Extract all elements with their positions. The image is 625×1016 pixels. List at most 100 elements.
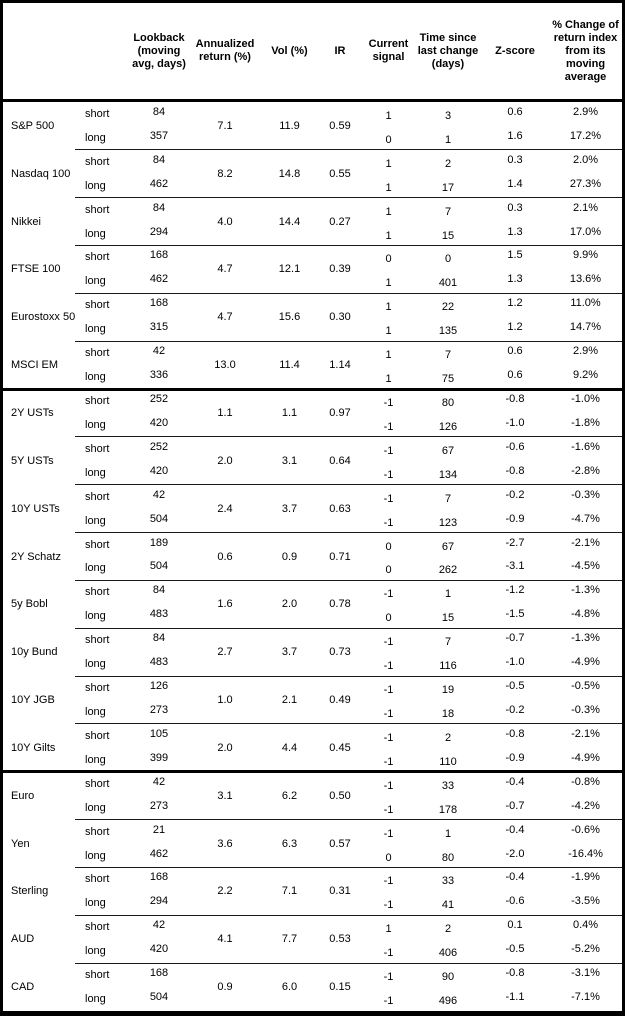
asset-name: 10Y USTs bbox=[11, 502, 60, 515]
leg-label-long: long bbox=[85, 131, 106, 144]
pct-change-values: -2.1% -4.9% bbox=[549, 724, 622, 772]
asset-group-row: S&P 500 short long 84 357 7.1 11.9 0.59 … bbox=[3, 102, 622, 150]
pct-long-value: -3.5% bbox=[571, 895, 600, 908]
z-short-value: -0.6 bbox=[505, 440, 525, 453]
current-signal-values: -1 -1 bbox=[362, 724, 415, 772]
annualized-return-value: 4.0 bbox=[217, 215, 233, 228]
vol-value: 6.0 bbox=[281, 981, 298, 994]
leg-label-long: long bbox=[85, 849, 106, 862]
leg-label-short: short bbox=[85, 969, 110, 982]
current-signal-values: -1 -1 bbox=[362, 963, 415, 1011]
lookback-short-value: 168 bbox=[149, 871, 169, 884]
current-signal-values: -1 0 bbox=[362, 820, 415, 868]
leg-labels: short long bbox=[81, 676, 129, 724]
time-long-value: 496 bbox=[438, 995, 458, 1008]
lookback-values: 42 336 bbox=[129, 341, 189, 389]
leg-labels: short long bbox=[81, 389, 129, 437]
pct-change-values: 9.9% 13.6% bbox=[549, 246, 622, 294]
leg-label-long: long bbox=[85, 897, 106, 910]
z-score-values: -0.4 -0.7 bbox=[481, 772, 549, 820]
current-signal-values: 1 0 bbox=[362, 102, 415, 150]
annualized-return-value: 3.6 bbox=[217, 837, 233, 850]
vol-value: 11.9 bbox=[279, 119, 300, 132]
z-long-value: -3.1 bbox=[505, 560, 525, 573]
time-short-value: 0 bbox=[444, 253, 452, 266]
leg-label-short: short bbox=[85, 347, 110, 360]
leg-label-long: long bbox=[85, 275, 106, 288]
asset-group-row: FTSE 100 short long 168 462 4.7 12.1 0.3… bbox=[3, 245, 622, 294]
time-since-change-values: 7 75 bbox=[415, 341, 481, 389]
pct-short-value: -1.3% bbox=[571, 584, 600, 597]
asset-name: FTSE 100 bbox=[11, 263, 61, 276]
leg-label-short: short bbox=[85, 777, 110, 790]
annualized-return-value: 1.0 bbox=[217, 694, 233, 707]
leg-label-short: short bbox=[85, 873, 110, 886]
z-short-value: 0.3 bbox=[507, 153, 523, 166]
annualized-return-value: 1.6 bbox=[217, 598, 233, 611]
annualized-return-value: 4.7 bbox=[217, 311, 233, 324]
pct-change-values: 11.0% 14.7% bbox=[549, 293, 622, 341]
asset-name: CAD bbox=[11, 981, 35, 994]
z-short-value: -0.5 bbox=[505, 680, 525, 693]
z-short-value: -1.2 bbox=[505, 584, 525, 597]
asset-group-row: Eurostoxx 50 short long 168 315 4.7 15.6… bbox=[3, 292, 622, 341]
pct-short-value: 2.9% bbox=[572, 345, 599, 358]
ir-value: 0.49 bbox=[329, 694, 351, 707]
col-header-annualized-return: Annualized return (%) bbox=[195, 38, 255, 63]
pct-long-value: 17.0% bbox=[569, 225, 602, 238]
leg-labels: short long bbox=[81, 628, 129, 676]
asset-group-row: 10Y USTs short long 42 504 2.4 3.7 0.63 … bbox=[3, 484, 622, 533]
leg-labels: short long bbox=[81, 533, 129, 581]
ir-value: 0.30 bbox=[329, 311, 351, 324]
time-since-change-values: 33 178 bbox=[415, 772, 481, 820]
lookback-long-value: 420 bbox=[149, 464, 169, 477]
signal-long-value: -1 bbox=[383, 755, 394, 768]
signal-short-value: 1 bbox=[385, 301, 392, 314]
pct-long-value: -4.5% bbox=[571, 560, 600, 573]
leg-label-long: long bbox=[85, 945, 106, 958]
lookback-long-value: 462 bbox=[149, 847, 169, 860]
signal-long-value: 0 bbox=[385, 612, 392, 625]
leg-labels: short long bbox=[81, 963, 129, 1011]
signal-short-value: -1 bbox=[383, 492, 394, 505]
time-short-value: 33 bbox=[441, 875, 455, 888]
asset-group-row: 10Y JGB short long 126 273 1.0 2.1 0.49 … bbox=[3, 675, 622, 724]
asset-group-row: CAD short long 168 504 0.9 6.0 0.15 -1 -… bbox=[3, 962, 622, 1011]
annualized-return-value: 2.7 bbox=[217, 646, 233, 659]
current-signal-values: -1 -1 bbox=[362, 868, 415, 916]
vol-value: 3.1 bbox=[281, 454, 298, 467]
lookback-values: 252 420 bbox=[129, 437, 189, 485]
time-short-value: 67 bbox=[441, 540, 455, 553]
signal-short-value: 0 bbox=[385, 540, 392, 553]
pct-long-value: -2.8% bbox=[571, 464, 600, 477]
asset-group-row: Nikkei short long 84 294 4.0 14.4 0.27 1… bbox=[3, 197, 622, 246]
z-long-value: -0.8 bbox=[505, 464, 525, 477]
z-score-values: -0.4 -2.0 bbox=[481, 820, 549, 868]
ir-value: 0.31 bbox=[329, 885, 351, 898]
asset-group-row: 10Y Gilts short long 105 399 2.0 4.4 0.4… bbox=[3, 723, 622, 772]
vol-value: 12.1 bbox=[278, 263, 301, 276]
ir-value: 0.78 bbox=[329, 598, 351, 611]
table-header-row: Lookback (moving avg, days) Annualized r… bbox=[3, 3, 622, 102]
lookback-short-value: 84 bbox=[152, 201, 166, 214]
signal-short-value: -1 bbox=[383, 684, 394, 697]
time-long-value: 262 bbox=[438, 564, 458, 577]
lookback-short-value: 84 bbox=[152, 632, 166, 645]
leg-label-long: long bbox=[85, 610, 106, 623]
signal-long-value: 1 bbox=[385, 229, 392, 242]
asset-name: 2Y Schatz bbox=[11, 550, 61, 563]
z-short-value: -0.8 bbox=[505, 393, 525, 406]
time-long-value: 80 bbox=[441, 851, 455, 864]
pct-change-values: 0.4% -5.2% bbox=[549, 915, 622, 963]
z-long-value: -1.5 bbox=[505, 608, 525, 621]
vol-value: 7.7 bbox=[281, 933, 298, 946]
signal-long-value: -1 bbox=[383, 803, 394, 816]
z-short-value: -0.8 bbox=[505, 967, 525, 980]
lookback-short-value: 42 bbox=[152, 775, 166, 788]
z-short-value: -2.7 bbox=[505, 536, 525, 549]
lookback-long-value: 462 bbox=[149, 177, 169, 190]
time-since-change-values: 0 401 bbox=[415, 246, 481, 294]
asset-name: AUD bbox=[11, 933, 35, 946]
pct-long-value: 27.3% bbox=[569, 177, 602, 190]
time-long-value: 126 bbox=[438, 420, 458, 433]
